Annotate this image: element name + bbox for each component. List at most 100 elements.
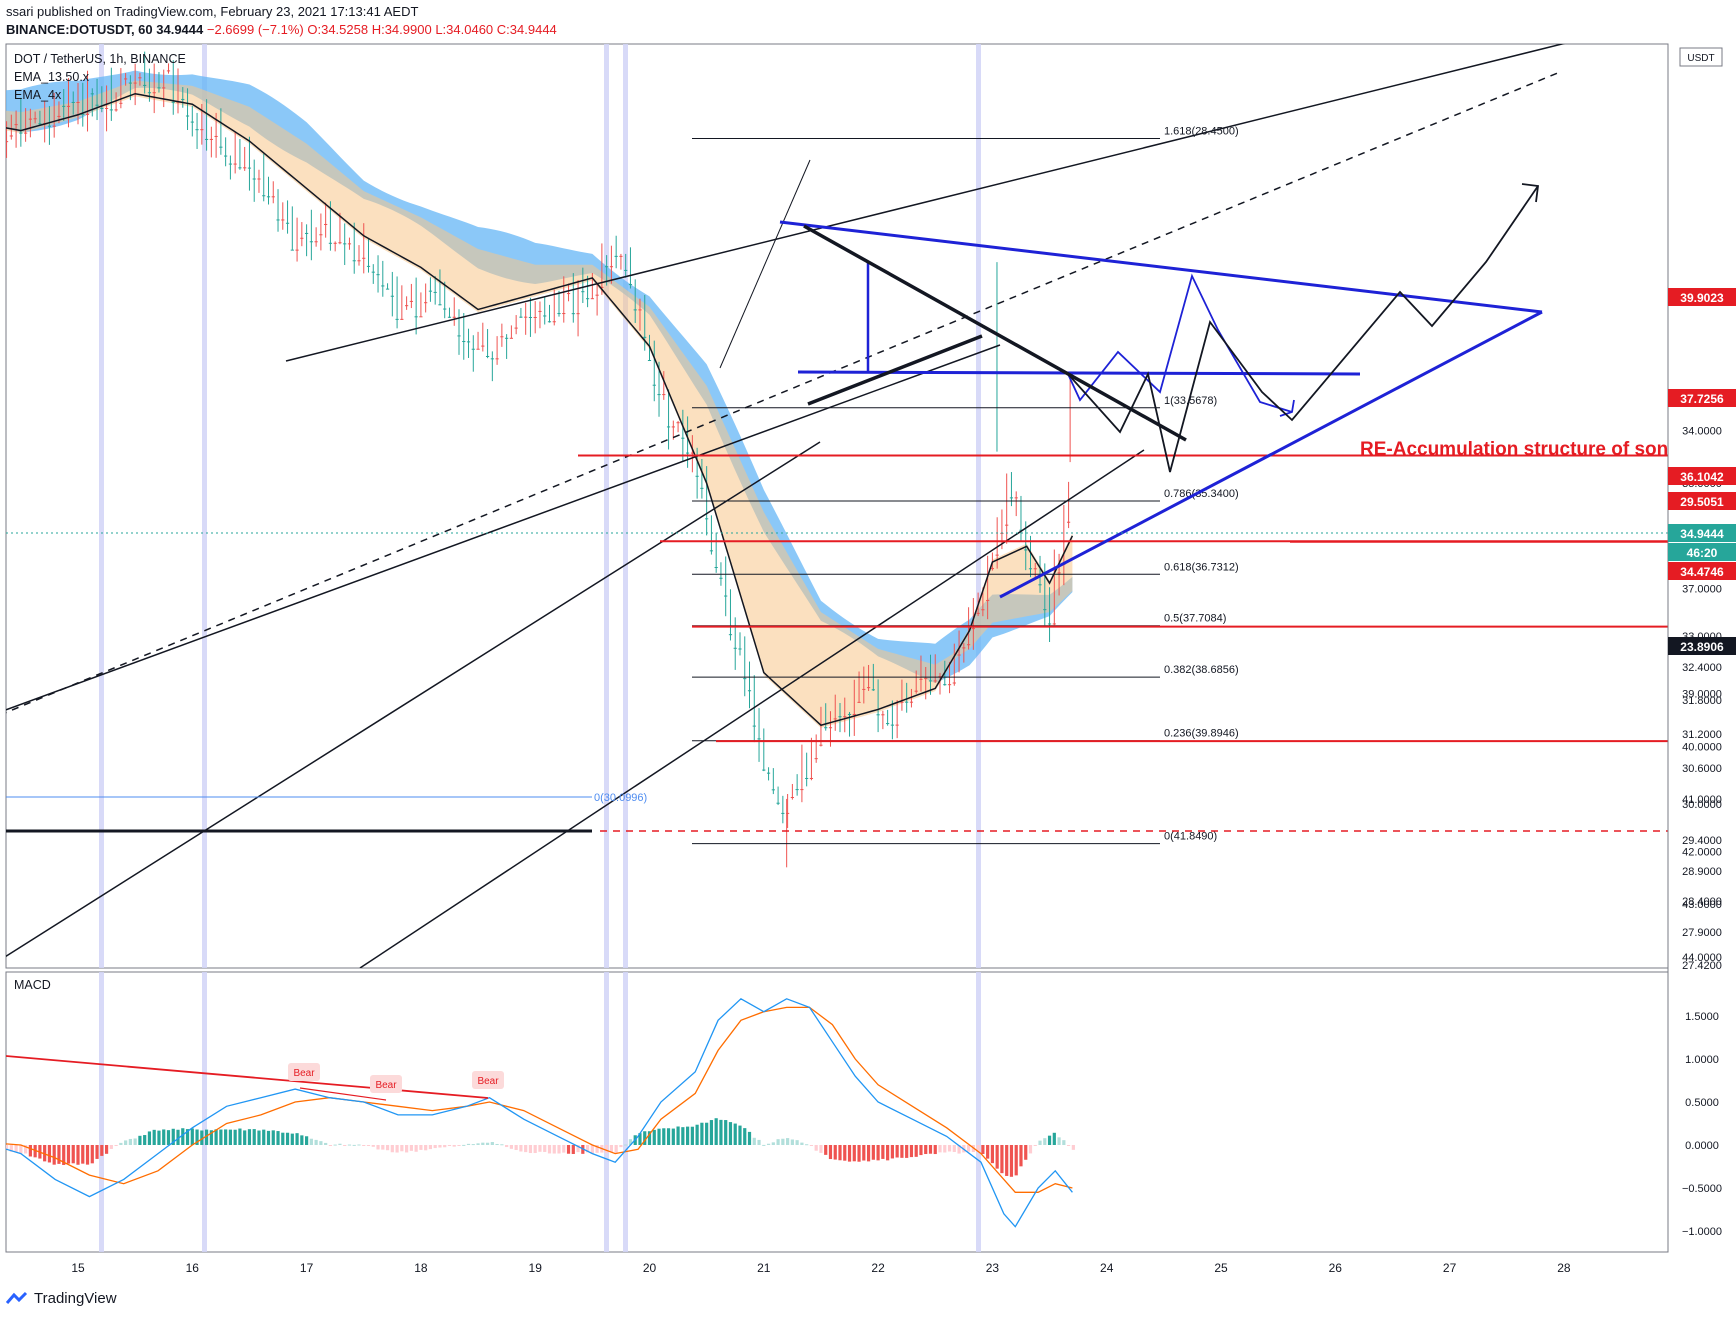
- candle-body: [943, 684, 947, 686]
- candle-body: [309, 241, 313, 243]
- price-axis-label-bg: [1668, 389, 1736, 407]
- macd-histogram-bar: [276, 1131, 280, 1145]
- candle-body: [6, 141, 9, 143]
- candle-body: [333, 242, 337, 244]
- macd-histogram-bar: [666, 1128, 671, 1145]
- macd-pane-frame: [5, 971, 1669, 1253]
- macd-histogram-bar: [66, 1145, 71, 1164]
- macd-histogram-bar: [271, 1130, 275, 1145]
- macd-histogram-bar: [562, 1145, 566, 1153]
- macd-histogram-bar: [1000, 1145, 1004, 1174]
- macd-histogram-bar: [224, 1129, 228, 1145]
- tradingview-brand[interactable]: TradingView: [6, 1290, 117, 1307]
- candle-body: [543, 315, 547, 317]
- candle-body: [266, 196, 271, 198]
- blue-projection-path: [1067, 273, 1293, 413]
- macd-histogram-bar: [638, 1133, 642, 1145]
- candle-body: [495, 358, 499, 360]
- session-highlight-band: [99, 44, 104, 968]
- macd-histogram-bar: [752, 1137, 756, 1145]
- candle-body: [709, 550, 714, 552]
- session-highlight-band: [976, 44, 981, 968]
- candle-body: [533, 317, 537, 319]
- annotation-text: RE-Accumulation structure of son: [1360, 439, 1668, 460]
- price-axis-tick: 27.4200: [1682, 960, 1722, 972]
- candle-body: [562, 313, 566, 315]
- price-pane: 0(41.8490) 0.236(39.8946) 0.382(38.6856) 0.…: [6, 44, 1668, 968]
- macd-histogram-bar: [852, 1145, 856, 1162]
- fib-level-label: 0.618(36.7312): [1164, 561, 1239, 573]
- candle-body: [143, 84, 147, 86]
- macd-histogram-bar: [966, 1145, 971, 1152]
- price-axis-tick: 37.0000: [1682, 583, 1722, 595]
- macd-histogram-bar: [876, 1145, 880, 1161]
- candle-body: [905, 701, 909, 703]
- macd-histogram-bar: [576, 1145, 580, 1153]
- candle-body: [924, 678, 928, 680]
- tradingview-logo-icon: [6, 1291, 28, 1304]
- macd-histogram-bar: [681, 1127, 685, 1145]
- price-axis-label: 29.5051: [1680, 495, 1724, 509]
- macd-histogram-bar: [928, 1145, 933, 1154]
- candle-body: [962, 647, 966, 649]
- candle-body: [728, 634, 733, 636]
- macd-histogram-bar: [514, 1145, 518, 1150]
- time-axis-tick: 21: [757, 1261, 771, 1275]
- candle-body: [981, 609, 985, 611]
- macd-histogram-bar: [671, 1128, 675, 1145]
- macd-histogram-bar: [952, 1145, 956, 1152]
- price-axis-tick: 28.4000: [1682, 896, 1722, 908]
- macd-histogram-bar: [862, 1145, 866, 1161]
- candle-body: [876, 714, 880, 716]
- macd-histogram-bar: [414, 1145, 418, 1152]
- macd-histogram-bar: [438, 1145, 442, 1148]
- price-axis-tick: 34.0000: [1682, 426, 1722, 438]
- candle-body: [457, 335, 461, 337]
- session-highlight-band: [623, 972, 628, 1252]
- candle-body: [671, 426, 675, 428]
- macd-histogram-bar: [81, 1145, 85, 1164]
- candle-body: [576, 313, 580, 315]
- candle-body: [19, 132, 23, 134]
- candle-body: [271, 196, 275, 198]
- candle-body: [362, 257, 366, 259]
- candle-body: [547, 321, 552, 323]
- time-axis-tick: 23: [986, 1261, 1000, 1275]
- macd-histogram-bar: [285, 1132, 290, 1145]
- candle-body: [566, 293, 571, 295]
- price-pane-frame: [5, 43, 1669, 969]
- candle-body: [700, 487, 704, 489]
- currency-label: USDT: [1687, 53, 1714, 64]
- macd-histogram-bar: [314, 1139, 318, 1145]
- time-axis-tick: 26: [1329, 1261, 1343, 1275]
- published-line: ssari published on TradingView.com, Febr…: [6, 4, 419, 19]
- macd-histogram-bar: [552, 1145, 556, 1154]
- candle-body: [414, 316, 418, 318]
- candle-body: [552, 321, 556, 323]
- macd-histogram-bar: [647, 1131, 652, 1145]
- bear-label: Bear: [477, 1076, 499, 1087]
- candle-body: [33, 118, 37, 120]
- candle-body: [766, 772, 771, 774]
- macd-histogram-bar: [409, 1145, 413, 1151]
- macd-title: MACD: [14, 978, 51, 992]
- candle-body: [104, 107, 109, 109]
- macd-histogram-bar: [871, 1145, 875, 1160]
- macd-histogram-bar: [686, 1126, 690, 1145]
- macd-histogram-bar: [924, 1145, 928, 1155]
- candle-body: [862, 688, 866, 690]
- macd-histogram-bar: [824, 1145, 828, 1155]
- macd-histogram-bar: [838, 1145, 842, 1161]
- macd-histogram-bar: [319, 1141, 323, 1145]
- macd-histogram-bar: [819, 1145, 823, 1153]
- time-axis-tick: 28: [1557, 1261, 1571, 1275]
- triangle-top-line: [779, 220, 1543, 314]
- fib-level-label: 0.236(39.8946): [1164, 728, 1239, 740]
- candle-body: [185, 115, 190, 117]
- macd-histogram-bar: [1047, 1135, 1052, 1145]
- macd-histogram-bar: [324, 1142, 328, 1145]
- ema-line: [6, 92, 1074, 727]
- macd-histogram-bar: [609, 1145, 613, 1153]
